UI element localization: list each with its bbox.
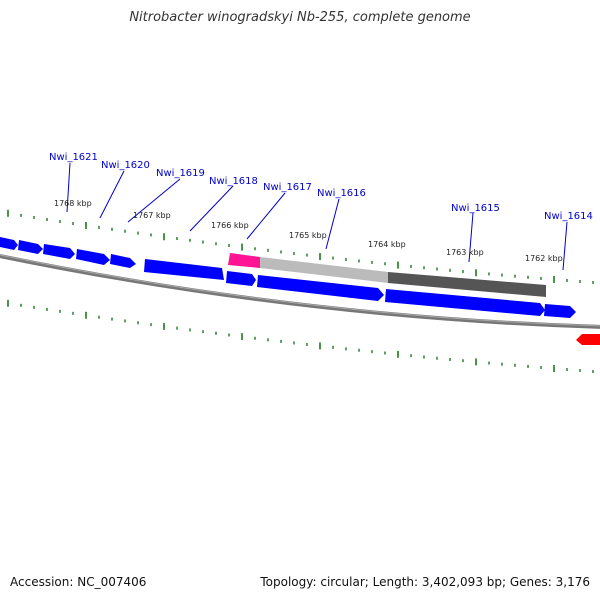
pseudo-gene-light[interactable] — [260, 257, 388, 283]
gene-label-nwi-1614[interactable]: Nwi_1614 — [544, 211, 593, 222]
gene-arrow[interactable] — [110, 254, 136, 268]
rna-gene[interactable] — [228, 253, 260, 268]
gene-label-nwi-1618[interactable]: Nwi_1618 — [209, 176, 258, 187]
accession-text: Accession: NC_007406 — [10, 575, 147, 589]
gene-arrow[interactable] — [18, 240, 43, 254]
scale-label: 1764 kbp — [368, 240, 406, 249]
scale-label: 1768 kbp — [54, 199, 92, 208]
gene-arrow[interactable] — [257, 275, 384, 301]
scale-label: 1763 kbp — [446, 248, 484, 257]
gene-arrow[interactable] — [544, 304, 576, 318]
scale-label: 1765 kbp — [289, 231, 327, 240]
gene-label-nwi-1619[interactable]: Nwi_1619 — [156, 168, 205, 179]
gene-label-nwi-1615[interactable]: Nwi_1615 — [451, 203, 500, 214]
gene-label-nwi-1621[interactable]: Nwi_1621 — [49, 152, 98, 163]
gene-label-nwi-1620[interactable]: Nwi_1620 — [101, 160, 150, 171]
gene-arrow[interactable] — [0, 236, 18, 250]
genome-backbone-highlight — [0, 254, 600, 327]
inner-tick-row — [7, 299, 594, 373]
genome-backbone — [0, 253, 600, 329]
reverse-gene-arrow[interactable] — [576, 334, 600, 345]
gene-arrow[interactable] — [226, 271, 256, 286]
genome-summary-text: Topology: circular; Length: 3,402,093 bp… — [260, 575, 590, 589]
scale-label: 1766 kbp — [211, 221, 249, 230]
gene-label-nwi-1617[interactable]: Nwi_1617 — [263, 182, 312, 193]
gene-label-nwi-1616[interactable]: Nwi_1616 — [317, 188, 366, 199]
gene-arrow[interactable] — [385, 289, 545, 316]
scale-label: 1762 kbp — [525, 254, 563, 263]
gene-arrow[interactable] — [43, 244, 75, 259]
gene-block[interactable] — [144, 259, 224, 280]
label-leaders — [66, 162, 568, 271]
scale-label: 1767 kbp — [133, 211, 171, 220]
pseudo-gene-dark[interactable] — [388, 272, 546, 297]
genome-title: Nitrobacter winogradskyi Nb-255, complet… — [129, 10, 471, 25]
gene-arrow[interactable] — [76, 249, 110, 265]
outer-tick-row — [7, 209, 594, 284]
